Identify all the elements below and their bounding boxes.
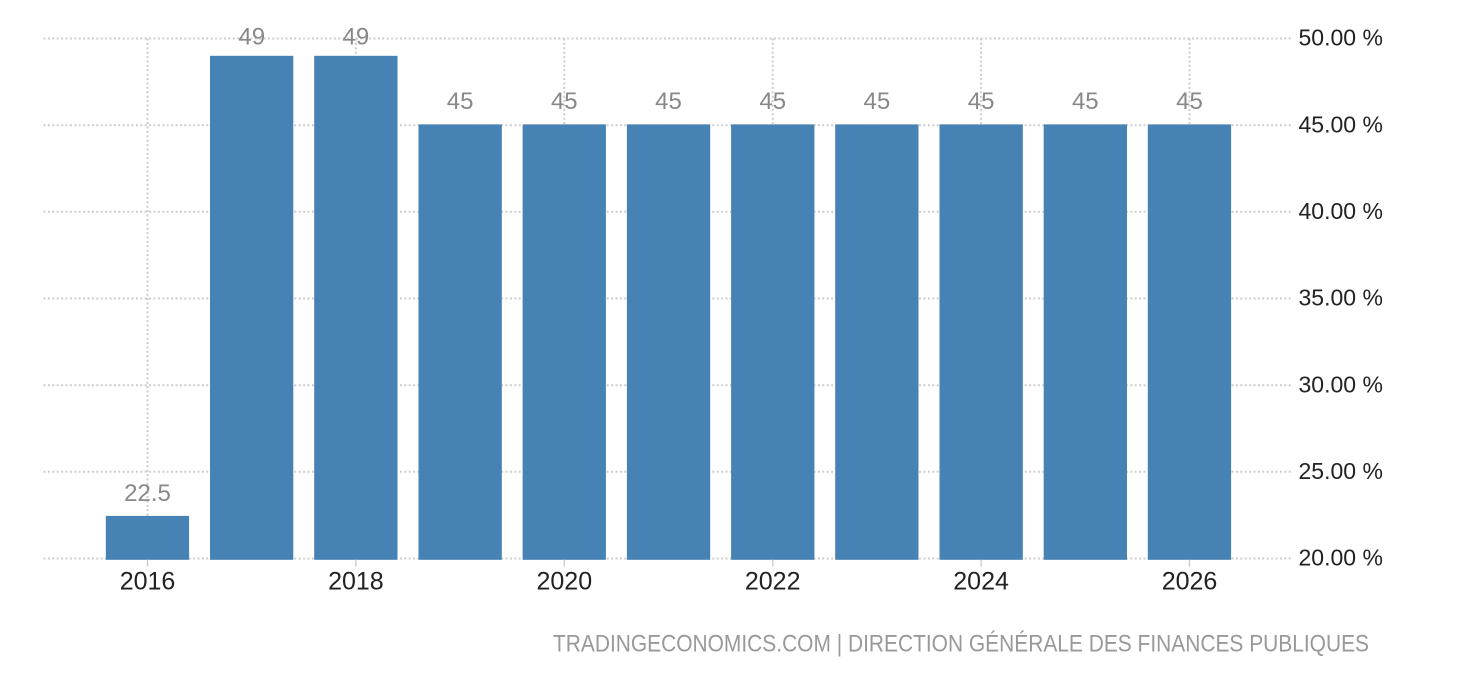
svg-text:49: 49	[238, 24, 265, 51]
svg-text:20.00 %: 20.00 %	[1299, 545, 1383, 571]
svg-text:40.00 %: 40.00 %	[1299, 198, 1383, 224]
svg-text:45: 45	[759, 88, 786, 115]
svg-text:TRADINGECONOMICS.COM | DIRECTI: TRADINGECONOMICS.COM | DIRECTION GÉNÉRAL…	[553, 631, 1369, 658]
svg-text:45: 45	[655, 88, 682, 115]
svg-text:49: 49	[343, 24, 370, 51]
svg-text:30.00 %: 30.00 %	[1299, 371, 1383, 397]
svg-text:45: 45	[1072, 88, 1099, 115]
svg-text:2026: 2026	[1162, 568, 1218, 596]
svg-text:35.00 %: 35.00 %	[1299, 285, 1383, 311]
svg-text:22.5: 22.5	[124, 480, 171, 507]
svg-text:50.00 %: 50.00 %	[1299, 25, 1383, 51]
svg-text:45: 45	[1176, 88, 1203, 115]
svg-text:45: 45	[551, 88, 578, 115]
svg-text:25.00 %: 25.00 %	[1299, 458, 1383, 484]
svg-text:45.00 %: 45.00 %	[1299, 111, 1383, 137]
svg-text:45: 45	[968, 88, 995, 115]
svg-text:2018: 2018	[328, 568, 384, 596]
svg-text:45: 45	[447, 88, 474, 115]
svg-text:2020: 2020	[536, 568, 592, 596]
svg-text:2022: 2022	[745, 568, 801, 596]
svg-text:45: 45	[864, 88, 891, 115]
svg-text:2016: 2016	[120, 568, 176, 596]
svg-text:2024: 2024	[953, 568, 1009, 596]
